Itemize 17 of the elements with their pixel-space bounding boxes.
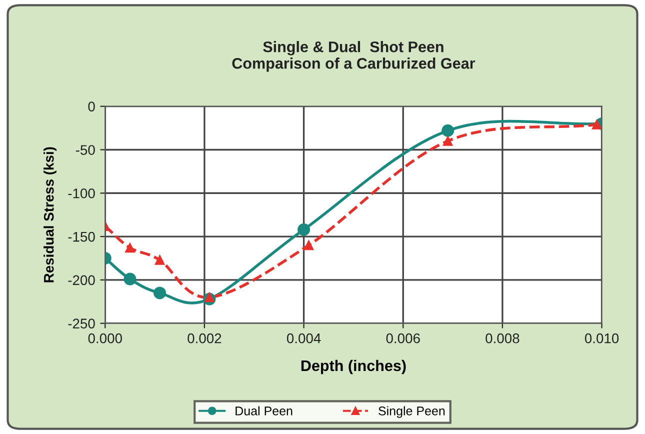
legend-label: Dual Peen xyxy=(236,406,292,416)
y-tick-label: -50 xyxy=(76,145,95,155)
y-tick-label: -100 xyxy=(68,188,95,198)
x-tick-label: 0.002 xyxy=(188,333,222,344)
chart-title: Single & Dual Shot Peen Comparison of a Carburized Gear xyxy=(232,41,476,72)
y-tick-label: 0 xyxy=(88,102,95,112)
x-tick-label: 0.008 xyxy=(486,333,520,344)
y-tick-label: -250 xyxy=(68,318,95,328)
y-axis-title: Residual Stress (ksi) xyxy=(44,147,57,282)
x-tick-label: 0.010 xyxy=(584,333,619,344)
y-tick-label: -200 xyxy=(68,275,95,286)
y-tick-label: -150 xyxy=(68,232,95,242)
legend-label: Single Peen xyxy=(378,406,445,418)
x-tick-label: 0.000 xyxy=(88,333,122,344)
x-tick-label: 0.004 xyxy=(286,333,321,344)
x-axis-title: Depth (inches) xyxy=(301,360,406,374)
x-tick-label: 0.006 xyxy=(386,333,420,344)
